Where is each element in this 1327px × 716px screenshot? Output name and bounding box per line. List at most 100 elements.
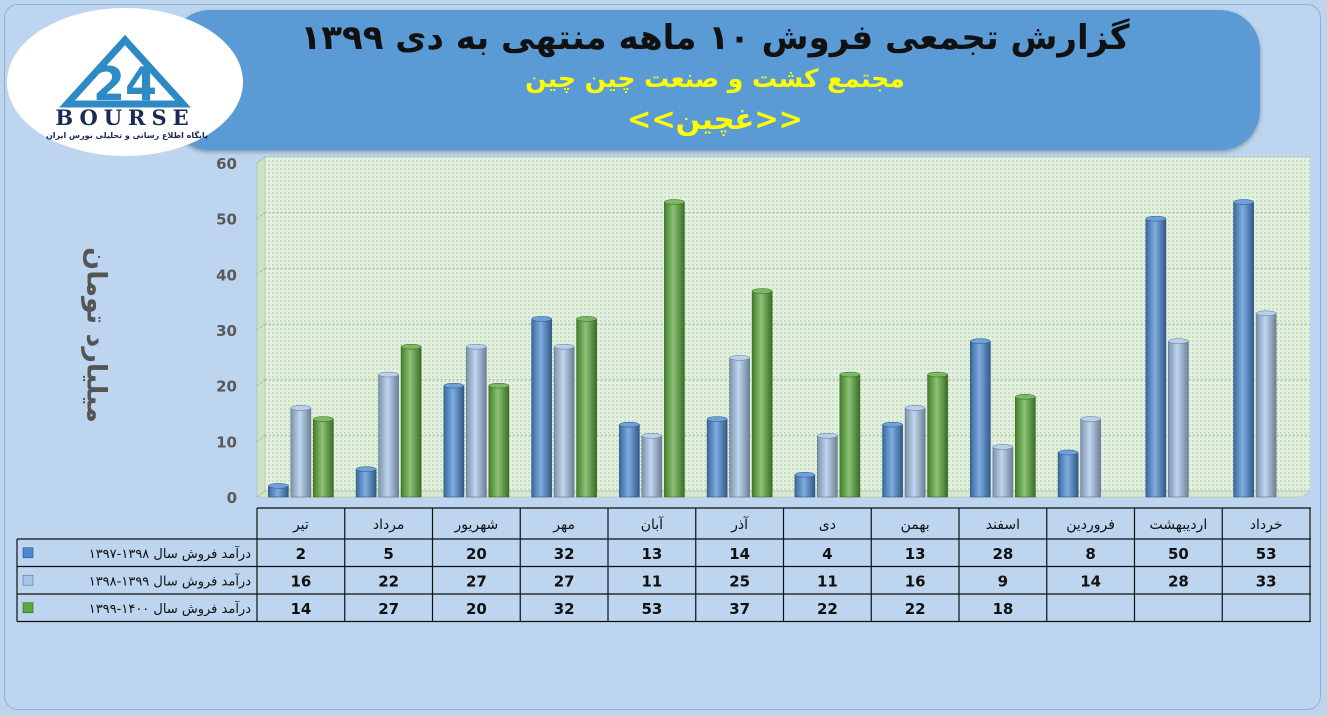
bar <box>664 199 685 498</box>
data-label: 37 <box>729 600 750 618</box>
x-category-label: شهریور <box>453 517 498 533</box>
bar <box>729 355 750 498</box>
legend-entry: درآمد فروش سال ۱۳۹۹-۱۳۹۸ <box>89 572 251 589</box>
bar-top <box>488 382 510 389</box>
bar-body <box>378 374 399 498</box>
bar-body <box>488 385 510 498</box>
bar-top <box>817 433 838 439</box>
data-label: 13 <box>905 545 926 563</box>
logo-mark-icon: 24 <box>59 34 191 111</box>
bar-top <box>619 421 640 428</box>
bar-top <box>290 405 312 411</box>
data-label: 11 <box>817 572 838 590</box>
data-table: تیر مرداد شهریور مهر آبان آذر دی بهمن اسفند فرورد… <box>16 507 1311 623</box>
bar-top <box>576 316 597 322</box>
bar-top <box>378 371 399 378</box>
bar-body <box>619 424 640 498</box>
bar-top <box>313 416 334 422</box>
bar-body <box>553 346 575 498</box>
data-label: 18 <box>992 600 1013 618</box>
data-label: 9 <box>998 572 1008 590</box>
bar <box>466 343 487 498</box>
x-category-label: اسفند <box>986 517 1020 533</box>
data-label: 50 <box>1168 545 1189 563</box>
bar <box>751 288 773 498</box>
y-tick-label: 50 <box>216 211 237 229</box>
bar <box>927 371 948 498</box>
bar <box>839 371 861 498</box>
y-tick-label: 20 <box>216 378 237 396</box>
y-tick-label: 10 <box>216 433 237 451</box>
bar-body <box>313 418 334 498</box>
ticker-symbol: <<غچین>> <box>627 102 803 136</box>
bar-top <box>992 444 1014 450</box>
bar <box>313 416 334 498</box>
bar-top <box>664 199 685 205</box>
bar <box>794 471 816 498</box>
legend-entry: درآمد فروش سال ۱۴۰۰-۱۳۹۹ <box>89 600 251 617</box>
data-label: 32 <box>554 600 575 618</box>
bar-top <box>751 288 773 294</box>
bar-body <box>466 346 487 498</box>
data-label: 20 <box>466 545 487 563</box>
bar-body <box>904 407 926 498</box>
bar <box>553 343 575 498</box>
y-tick-label: 0 <box>227 489 237 507</box>
bar-top <box>706 416 728 422</box>
bar <box>1080 416 1101 498</box>
bar-body <box>1168 340 1189 498</box>
bar <box>290 405 312 498</box>
bar <box>1233 199 1254 498</box>
data-label: 20 <box>466 600 487 618</box>
plot-back-wall <box>265 157 1310 491</box>
bar <box>355 466 377 498</box>
bar-top <box>531 316 552 322</box>
gridline-depth <box>256 379 266 387</box>
gridline-depth <box>256 267 266 275</box>
bar-body <box>1080 418 1101 498</box>
y-tick-label: 40 <box>216 266 237 284</box>
bar <box>378 371 399 498</box>
bar <box>1168 338 1189 498</box>
data-label: 53 <box>641 600 662 618</box>
data-label: 13 <box>641 545 662 563</box>
legend-entry: درآمد فروش سال ۱۳۹۸-۱۳۹۷ <box>89 545 251 562</box>
x-category-label: مرداد <box>373 517 405 533</box>
x-category-label: فروردین <box>1066 517 1115 533</box>
bar-body <box>531 318 552 498</box>
logo-text: BOURSE <box>55 105 195 130</box>
gridline-depth <box>256 490 266 498</box>
bar-body <box>882 424 903 498</box>
data-label: 22 <box>817 600 838 618</box>
logo-mark-text: 24 <box>93 57 157 111</box>
data-label: 4 <box>822 545 832 563</box>
bar-top <box>400 343 422 350</box>
bar <box>443 382 465 498</box>
bar <box>641 433 663 498</box>
bar-body <box>729 357 750 498</box>
data-label: 16 <box>290 572 311 590</box>
bar <box>1057 449 1079 498</box>
data-label: 11 <box>641 572 662 590</box>
x-category-label: مهر <box>552 517 575 533</box>
legend-swatch <box>22 602 34 614</box>
bar <box>619 421 640 498</box>
x-category-label: بهمن <box>901 517 930 533</box>
bar-body <box>1057 452 1079 498</box>
bar-top <box>553 343 575 350</box>
bar-body <box>794 474 816 498</box>
bar-top <box>1080 416 1101 422</box>
x-category-label: تیر <box>292 517 309 533</box>
bar-top <box>443 382 465 389</box>
company-name: مجتمع کشت و صنعت چین چین <box>525 64 905 93</box>
bar <box>904 405 926 498</box>
bar <box>1255 310 1277 498</box>
data-label: 32 <box>554 545 575 563</box>
bar-top <box>1015 394 1036 400</box>
bar-top <box>641 433 663 439</box>
bar-body <box>664 201 685 498</box>
bourse24-logo: 24 BOURSE پایگاه اطلاع رسانی و تحلیلی بو… <box>7 8 243 156</box>
data-label: 14 <box>729 545 750 563</box>
bar-body <box>576 318 597 498</box>
y-tick-label: 30 <box>216 322 237 340</box>
